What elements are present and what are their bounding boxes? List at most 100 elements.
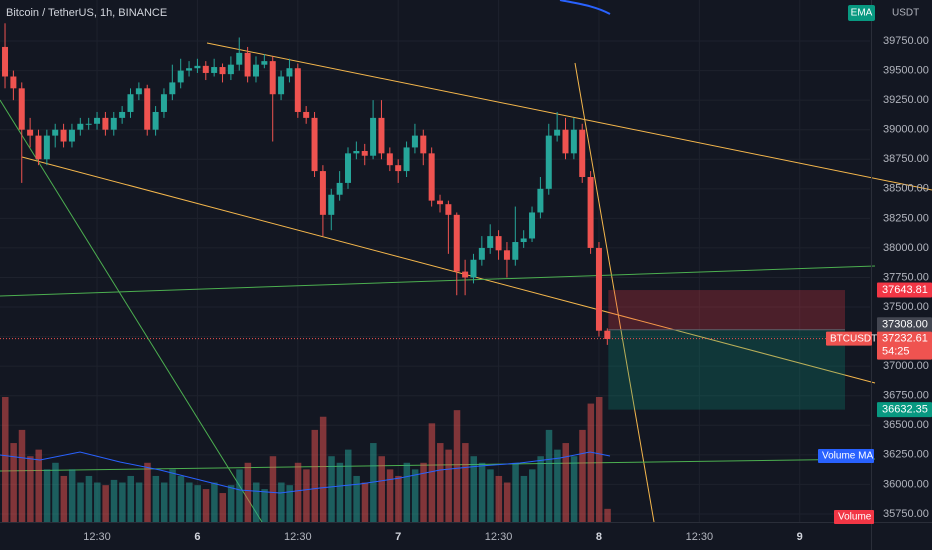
- volume-bar: [537, 456, 544, 522]
- trend-line: [0, 99, 263, 523]
- candle-body: [370, 117, 377, 156]
- volume-bar: [386, 469, 394, 522]
- volume-bar: [252, 482, 260, 522]
- volume-ma-bg: [818, 449, 874, 463]
- trend-line: [574, 62, 655, 523]
- volume-bar: [411, 469, 419, 522]
- volume-bar: [478, 462, 486, 522]
- volume-bar: [144, 462, 151, 522]
- volume-bar: [211, 482, 218, 522]
- volume-bar: [10, 443, 17, 522]
- candle-body: [219, 67, 226, 75]
- horizontal-line: [0, 265, 876, 297]
- y-tick-label: 36000.00: [883, 478, 929, 490]
- volume-bar: [169, 469, 176, 522]
- last-price-label: 37232.61: [882, 333, 928, 345]
- volume-bar: [85, 475, 93, 522]
- entry-label: 37308.00: [882, 319, 928, 331]
- candle-body: [520, 238, 527, 243]
- candle-body: [85, 123, 92, 125]
- volume-bar: [487, 469, 494, 522]
- volume-bar: [43, 469, 51, 522]
- volume-bar: [194, 485, 201, 522]
- y-tick-label: 38500.00: [883, 183, 929, 195]
- candle-body: [94, 117, 101, 124]
- volume-bar: [353, 475, 360, 522]
- last-price-bg: [877, 331, 932, 360]
- volume-bar: [319, 416, 327, 522]
- y-tick-label: 39000.00: [883, 124, 929, 136]
- y-tick-label: 36250.00: [883, 449, 929, 461]
- volume-bar: [395, 475, 402, 522]
- volume-bar: [328, 456, 335, 522]
- candle-body: [119, 111, 126, 118]
- candle-body: [52, 129, 59, 136]
- volume-bar: [428, 423, 436, 522]
- volume-bar: [545, 429, 553, 522]
- candle-body: [278, 76, 285, 95]
- x-tick-label: 12:30: [485, 531, 513, 543]
- y-tick-label: 38750.00: [883, 153, 929, 165]
- candle-body: [252, 64, 259, 77]
- volume-bar: [345, 449, 352, 522]
- volume-bar: [202, 489, 210, 522]
- candle-body: [437, 200, 444, 205]
- trend-line: [21, 156, 876, 384]
- candle-body: [135, 88, 142, 95]
- volume-bar: [361, 482, 369, 522]
- candle-body: [345, 153, 351, 183]
- volume-bar: [336, 462, 344, 522]
- x-tick-label: 7: [395, 531, 401, 543]
- y-tick-label: 37000.00: [883, 360, 929, 372]
- volume-bar: [27, 456, 34, 522]
- candle-body: [35, 135, 42, 160]
- candles: [2, 23, 611, 345]
- candle-body: [303, 111, 310, 118]
- volume-bar: [378, 456, 385, 522]
- candle-body: [27, 129, 34, 136]
- candle-body: [227, 64, 234, 75]
- volume-bar: [579, 429, 586, 522]
- candle-body: [403, 147, 410, 172]
- volume-bar: [152, 475, 160, 522]
- volume-bar: [503, 482, 511, 522]
- candle-body: [570, 129, 577, 154]
- candle-body: [378, 117, 385, 154]
- volume-bar: [18, 429, 26, 522]
- header-title: Bitcoin / TetherUS, 1h, BINANCE: [6, 7, 167, 19]
- x-tick-label: 12:30: [83, 531, 111, 543]
- ema-badge[interactable]: [848, 5, 875, 21]
- candle-body: [294, 68, 301, 112]
- candle-body: [361, 150, 368, 156]
- candle-body: [587, 176, 594, 248]
- countdown-label: 54:25: [882, 346, 910, 358]
- volume-bar: [470, 456, 477, 522]
- volume-bar: [495, 475, 503, 522]
- candle-body: [194, 65, 201, 69]
- candle-body: [169, 82, 176, 95]
- candle-body: [18, 88, 25, 130]
- volume-bar: [127, 475, 134, 522]
- volume-bar: [160, 482, 168, 522]
- volume-bar: [587, 403, 595, 522]
- candle-body: [554, 129, 561, 136]
- volume-bar: [244, 462, 252, 522]
- volume-bar: [186, 482, 193, 522]
- stop-label-bg: [877, 282, 932, 298]
- currency-label[interactable]: USDT: [892, 8, 919, 19]
- volume-bar: [60, 475, 68, 522]
- y-tick-label: 39250.00: [883, 94, 929, 106]
- y-tick-label: 39500.00: [883, 64, 929, 76]
- y-tick-label: 37500.00: [883, 301, 929, 313]
- candle-body: [236, 52, 243, 65]
- candle-body: [311, 117, 318, 172]
- volume-bar: [311, 429, 319, 522]
- volume-label-bg: [834, 510, 874, 524]
- candle-body: [386, 153, 393, 166]
- x-tick-label: 9: [797, 531, 803, 543]
- candle-body: [10, 76, 17, 89]
- candle-body: [102, 117, 109, 130]
- x-tick-label: 6: [194, 531, 200, 543]
- candle-body: [60, 129, 67, 142]
- ema-label[interactable]: EMA: [851, 8, 873, 19]
